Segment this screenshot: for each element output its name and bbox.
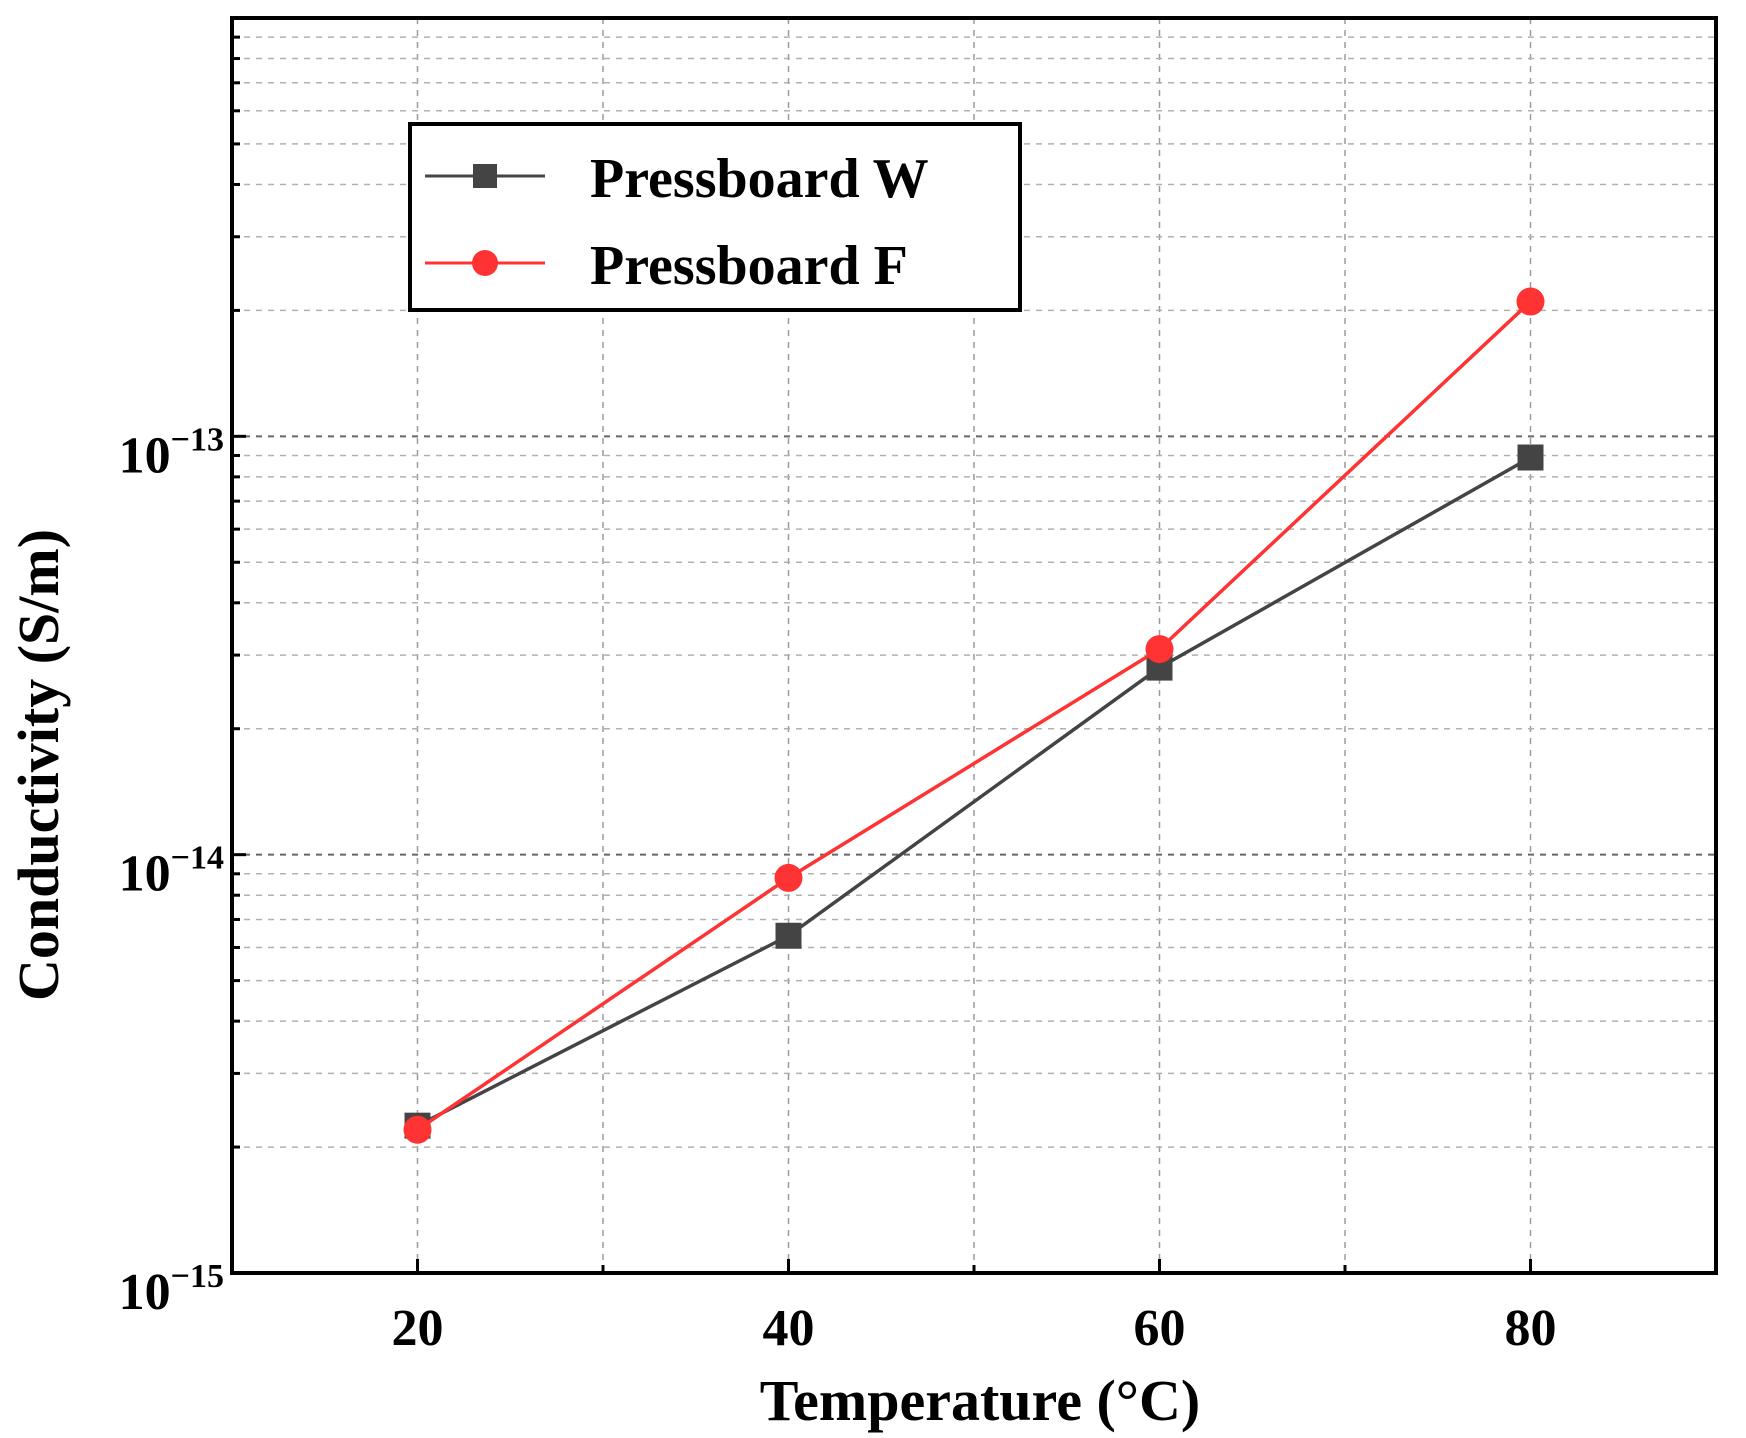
legend-marker-square — [473, 164, 497, 188]
data-point — [403, 1115, 432, 1144]
y-axis-title: Conductivity (S/m) — [6, 529, 71, 1001]
legend: Pressboard W Pressboard F — [408, 122, 1022, 312]
grid — [232, 18, 1716, 1273]
series-line — [416, 455, 1532, 1128]
legend-label-f: Pressboard F — [590, 235, 908, 297]
legend-marker-circle — [472, 250, 498, 276]
x-tick-label-60: 60 — [1134, 1300, 1186, 1357]
legend-label-w: Pressboard W — [590, 148, 929, 210]
y-tick-label-1e-13: 10−13 — [119, 421, 224, 484]
x-tick-labels: 20 40 60 80 — [392, 1300, 1557, 1357]
y-tick-label-1e-14: 10−14 — [119, 840, 224, 903]
y-tick-labels: 10−13 10−14 10−15 — [119, 421, 224, 1321]
series-pressboard-f — [403, 287, 1545, 1144]
x-tick-label-40: 40 — [763, 1300, 815, 1357]
data-point — [1145, 635, 1174, 664]
legend-item-pressboard-f: Pressboard F — [425, 235, 908, 297]
series-line — [416, 300, 1532, 1132]
x-tick-label-20: 20 — [392, 1300, 444, 1357]
x-axis-title: Temperature (°C) — [760, 1368, 1200, 1433]
data-point — [775, 922, 802, 949]
x-tick-label-80: 80 — [1505, 1300, 1557, 1357]
legend-box — [408, 122, 1022, 312]
data-point — [1516, 287, 1545, 316]
y-tick-label-1e-15: 10−15 — [119, 1258, 224, 1321]
series-layer — [403, 287, 1545, 1144]
data-point — [1517, 444, 1544, 471]
plot-frame — [230, 16, 1718, 1275]
data-point — [774, 863, 803, 892]
legend-item-pressboard-w: Pressboard W — [425, 148, 929, 210]
